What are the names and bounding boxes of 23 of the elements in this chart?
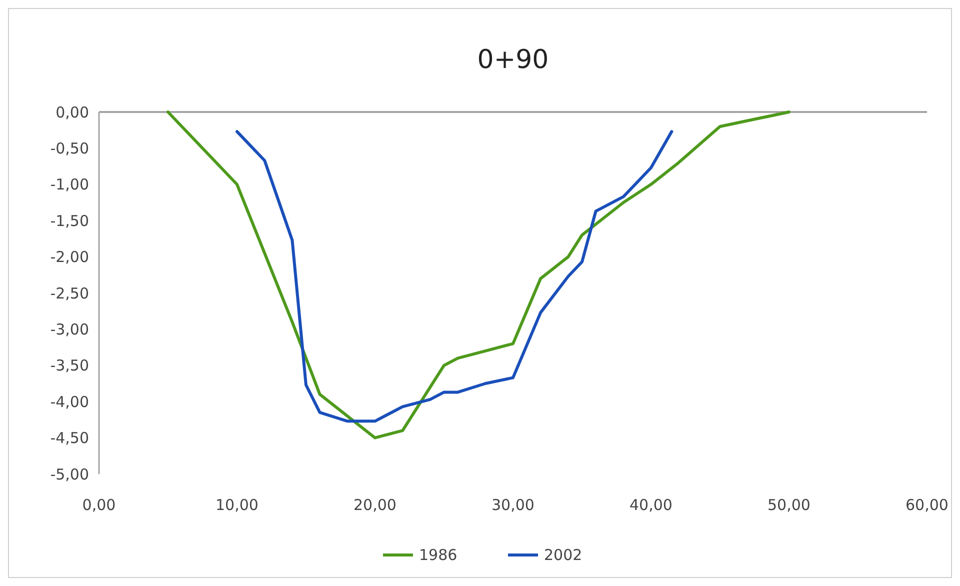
y-tick-label: -3,00	[50, 320, 89, 338]
y-tick-label: -3,50	[50, 356, 89, 375]
y-tick-label: -2,50	[50, 284, 89, 302]
x-tick-label: 50,00	[768, 496, 810, 514]
y-tick-label: -1,50	[50, 212, 89, 230]
x-tick-label: 40,00	[630, 496, 672, 514]
legend-label: 2002	[544, 546, 582, 564]
x-tick-label: 20,00	[354, 496, 396, 514]
y-tick-label: -4,00	[50, 392, 89, 411]
y-tick-label: 0,00	[56, 103, 89, 122]
x-tick-label: 10,00	[216, 496, 258, 514]
x-tick-label: 0,00	[82, 496, 116, 514]
line-series	[166, 110, 790, 440]
x-tick-label: 30,00	[492, 496, 534, 514]
y-tick-label: -4,50	[50, 429, 89, 448]
y-tick-label: -1,00	[50, 176, 89, 194]
y-tick-label: -0,50	[50, 139, 89, 158]
y-tick-label: -2,00	[50, 248, 89, 266]
y-tick-label: -5,00	[50, 465, 89, 484]
x-tick-label: 60,00	[906, 496, 948, 514]
line-series	[236, 130, 674, 423]
chart-title: 0+90	[477, 45, 549, 75]
legend-label: 1986	[419, 546, 458, 564]
